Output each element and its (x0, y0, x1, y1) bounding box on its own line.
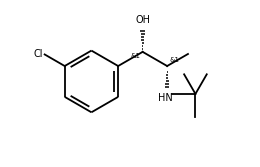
Text: OH: OH (135, 15, 150, 25)
Text: Cl: Cl (34, 49, 43, 59)
Text: HN: HN (159, 93, 173, 103)
Text: &1: &1 (169, 57, 179, 63)
Text: &1: &1 (131, 53, 140, 59)
